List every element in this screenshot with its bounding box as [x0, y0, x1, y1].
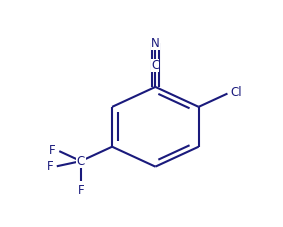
Text: C: C: [77, 155, 85, 168]
Text: C: C: [151, 59, 160, 72]
Text: F: F: [47, 160, 53, 173]
Text: Cl: Cl: [231, 86, 243, 99]
Text: F: F: [78, 184, 84, 197]
Text: N: N: [151, 37, 160, 50]
Text: F: F: [49, 143, 56, 157]
